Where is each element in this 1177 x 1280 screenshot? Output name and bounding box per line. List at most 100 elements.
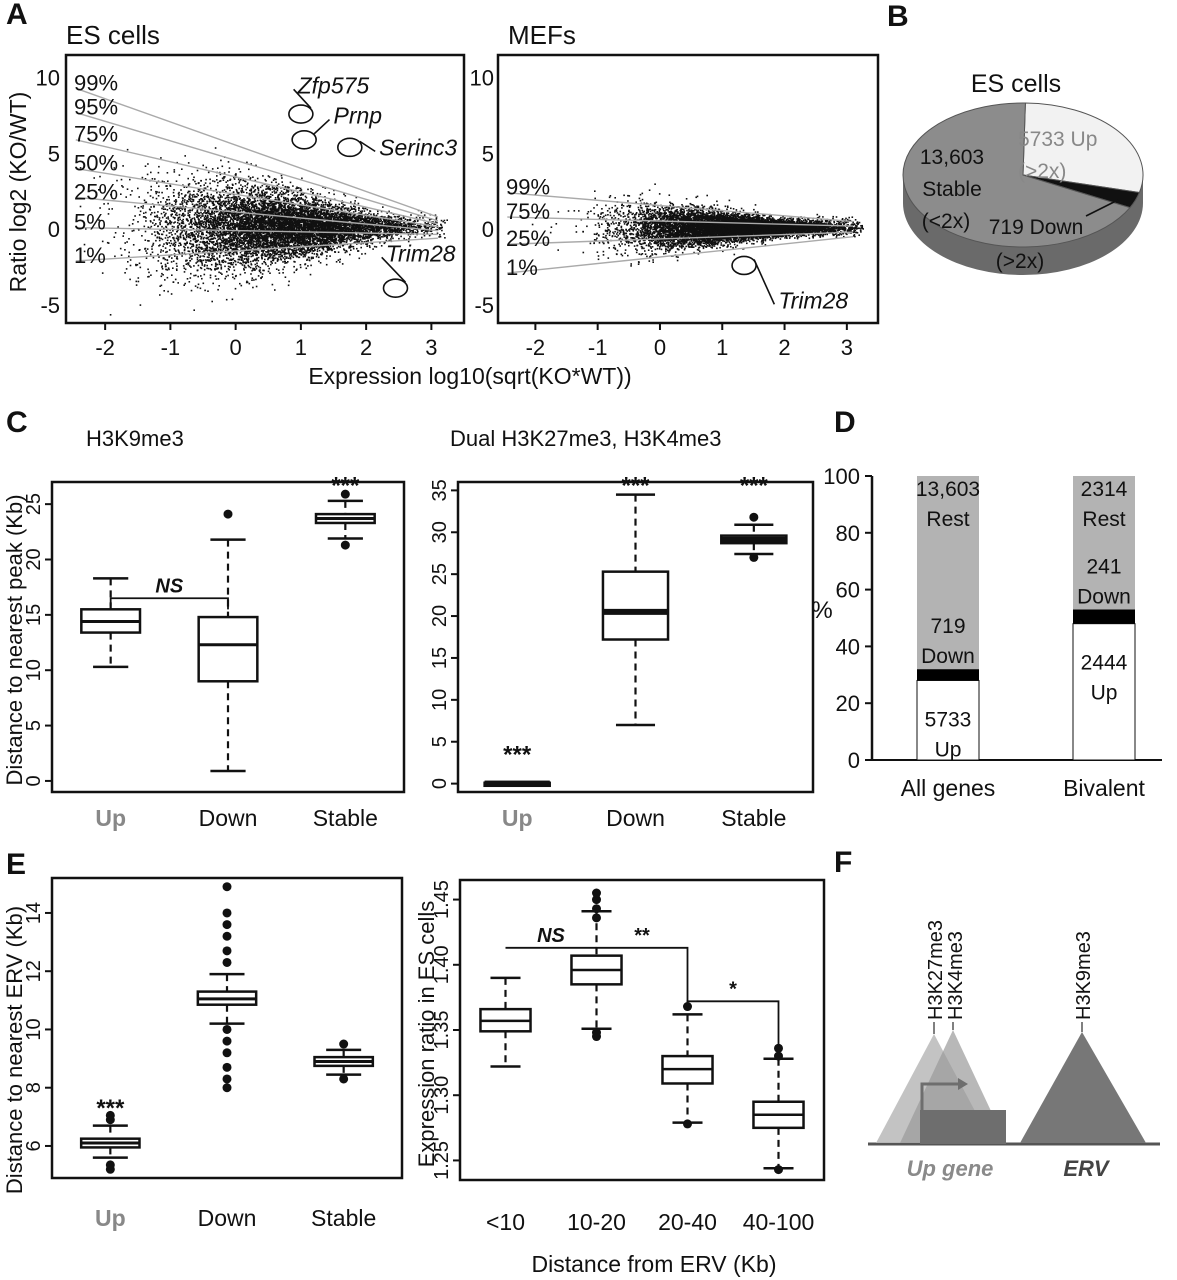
data-point (349, 253, 351, 256)
data-point (134, 205, 136, 208)
data-point (216, 240, 218, 243)
data-point (250, 208, 253, 210)
data-point (197, 264, 200, 267)
data-point (165, 203, 167, 206)
data-point (198, 220, 200, 223)
data-point (319, 199, 321, 202)
data-point (227, 199, 230, 201)
data-point (357, 250, 360, 252)
data-point (231, 239, 234, 241)
chart-a2-title: MEFs (508, 20, 576, 50)
data-point (175, 200, 178, 203)
data-point (131, 230, 134, 232)
data-point (336, 227, 339, 230)
data-point (355, 238, 357, 241)
data-point (179, 242, 182, 245)
data-point (371, 238, 373, 241)
data-point (197, 283, 200, 286)
data-point (189, 211, 191, 213)
data-point (203, 212, 205, 214)
data-point (193, 190, 195, 192)
data-point (254, 236, 256, 238)
data-point (173, 239, 176, 242)
data-point (203, 220, 205, 223)
data-point (362, 207, 364, 209)
data-point (320, 253, 322, 255)
data-point (182, 215, 185, 218)
data-point (256, 221, 259, 224)
data-point (303, 247, 305, 250)
data-point (211, 246, 214, 248)
data-point (229, 193, 231, 196)
data-point (191, 198, 193, 201)
data-point (328, 192, 330, 194)
data-point (185, 263, 188, 265)
data-point (350, 224, 352, 226)
data-point (219, 252, 222, 255)
data-point (244, 238, 246, 241)
data-point (108, 208, 110, 210)
chart-d-ylabel: % (811, 597, 832, 624)
data-point (271, 249, 273, 252)
data-point (328, 238, 331, 241)
data-point (170, 261, 173, 263)
data-point (250, 255, 253, 258)
data-point (228, 254, 231, 257)
data-point (246, 211, 248, 213)
data-point (224, 202, 226, 204)
data-point (249, 223, 251, 225)
data-point (283, 200, 286, 202)
data-point (195, 222, 198, 224)
data-point (255, 266, 257, 268)
h3k9me3-label: H3K9me3 (1073, 931, 1095, 1020)
data-point (320, 203, 323, 206)
data-point (358, 212, 360, 214)
data-point (312, 239, 315, 242)
data-point (176, 221, 179, 224)
data-point (267, 228, 270, 231)
data-point (148, 271, 150, 274)
data-point (220, 264, 222, 266)
data-point (239, 201, 242, 204)
data-point (322, 218, 324, 220)
data-point (296, 208, 299, 210)
data-point (373, 213, 375, 215)
data-point (252, 218, 254, 220)
data-point (171, 234, 173, 236)
data-point (336, 208, 338, 211)
data-point (190, 272, 192, 275)
data-point (238, 222, 241, 225)
data-point (323, 238, 326, 241)
data-point (190, 232, 192, 234)
data-point (222, 261, 224, 264)
data-point (307, 244, 309, 247)
data-point (303, 251, 306, 253)
tss-arrow-icon (920, 1082, 962, 1110)
data-point (240, 199, 242, 202)
data-point (120, 254, 123, 256)
data-point (202, 238, 205, 240)
data-point (375, 246, 378, 248)
data-point (215, 188, 217, 191)
data-point (276, 248, 278, 251)
data-point (436, 221, 438, 224)
data-point (113, 167, 116, 169)
data-point (249, 234, 252, 236)
data-point (282, 272, 284, 274)
data-point (294, 213, 297, 216)
data-point (164, 258, 166, 261)
data-point (321, 217, 323, 219)
data-point (147, 240, 149, 242)
data-point (215, 243, 217, 245)
data-point (230, 217, 232, 220)
data-point (339, 258, 341, 261)
data-point (261, 190, 263, 193)
data-point (267, 265, 269, 267)
data-point (213, 255, 215, 257)
data-point (187, 214, 189, 217)
data-point (203, 223, 205, 226)
data-point (137, 207, 140, 209)
data-point (295, 187, 297, 190)
data-point (162, 230, 165, 233)
data-point (187, 235, 190, 237)
